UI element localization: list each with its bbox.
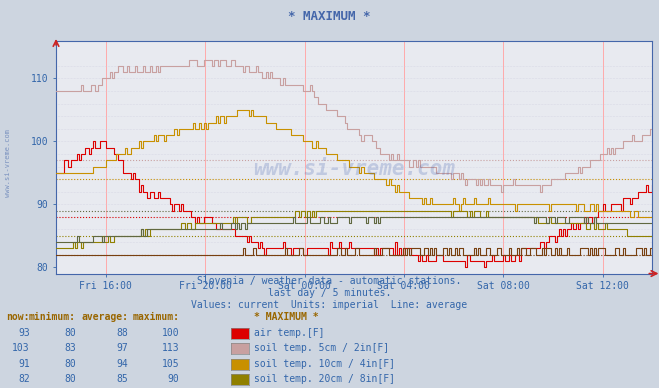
- Text: average:: average:: [82, 312, 129, 322]
- Text: 113: 113: [161, 343, 179, 353]
- Text: soil temp. 10cm / 4in[F]: soil temp. 10cm / 4in[F]: [254, 359, 395, 369]
- Text: minimum:: minimum:: [29, 312, 76, 322]
- Text: * MAXIMUM *: * MAXIMUM *: [288, 10, 371, 23]
- Text: 91: 91: [18, 359, 30, 369]
- Text: soil temp. 5cm / 2in[F]: soil temp. 5cm / 2in[F]: [254, 343, 389, 353]
- Text: 80: 80: [64, 328, 76, 338]
- Text: 82: 82: [18, 374, 30, 385]
- Text: air temp.[F]: air temp.[F]: [254, 328, 324, 338]
- Text: * MAXIMUM *: * MAXIMUM *: [254, 312, 318, 322]
- Text: 94: 94: [117, 359, 129, 369]
- Text: maximum:: maximum:: [132, 312, 179, 322]
- Text: www.si-vreme.com: www.si-vreme.com: [253, 159, 455, 179]
- Text: 88: 88: [117, 328, 129, 338]
- Text: 80: 80: [64, 374, 76, 385]
- Text: www.si-vreme.com: www.si-vreme.com: [5, 129, 11, 197]
- Text: 85: 85: [117, 374, 129, 385]
- Text: 97: 97: [117, 343, 129, 353]
- Text: last day / 5 minutes.: last day / 5 minutes.: [268, 288, 391, 298]
- Text: Slovenia / weather data - automatic stations.: Slovenia / weather data - automatic stat…: [197, 276, 462, 286]
- Text: soil temp. 20cm / 8in[F]: soil temp. 20cm / 8in[F]: [254, 374, 395, 385]
- Text: 90: 90: [167, 374, 179, 385]
- Text: now:: now:: [6, 312, 30, 322]
- Text: 80: 80: [64, 359, 76, 369]
- Text: 83: 83: [64, 343, 76, 353]
- Text: 100: 100: [161, 328, 179, 338]
- Text: 105: 105: [161, 359, 179, 369]
- Text: Values: current  Units: imperial  Line: average: Values: current Units: imperial Line: av…: [191, 300, 468, 310]
- Text: 93: 93: [18, 328, 30, 338]
- Text: 103: 103: [12, 343, 30, 353]
